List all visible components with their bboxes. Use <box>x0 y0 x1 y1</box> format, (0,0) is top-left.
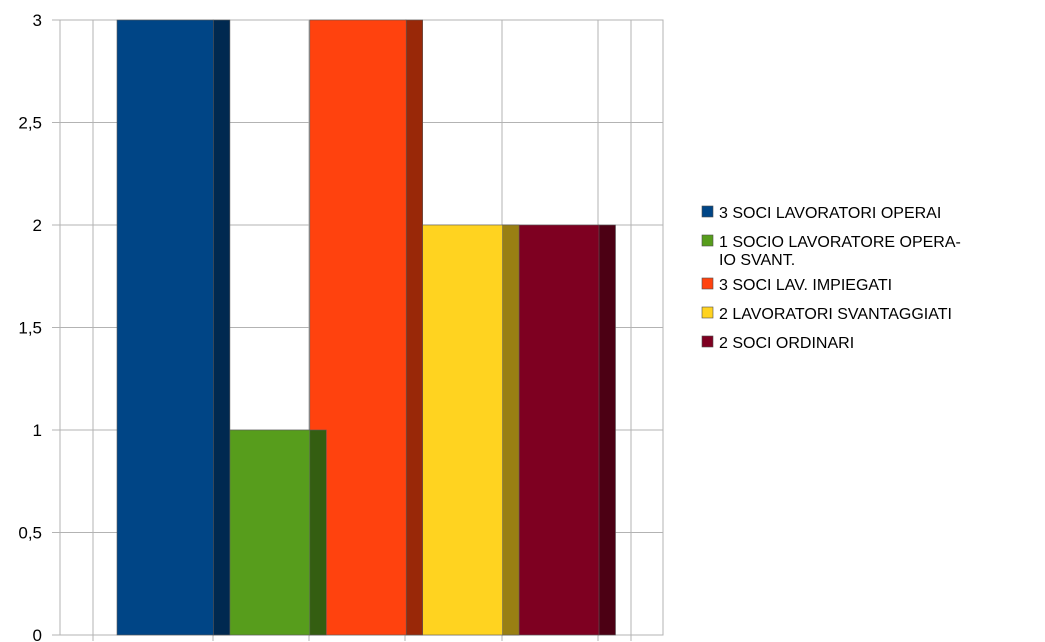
y-axis: 0 0,5 1 1,5 2 2,5 3 <box>18 11 42 642</box>
bar-side <box>308 429 327 636</box>
legend-label: IO SVANT. <box>719 252 795 269</box>
y-tick-label: 3 <box>33 11 42 30</box>
bar-side <box>405 19 424 636</box>
legend-label: 3 SOCI LAVORATORI OPERAI <box>719 205 941 222</box>
legend: 3 SOCI LAVORATORI OPERAI 1 SOCIO LAVORATO… <box>701 205 961 352</box>
legend-swatch <box>701 234 714 247</box>
y-tick-label: 2 <box>33 216 42 235</box>
y-tick-label: 0 <box>33 626 42 642</box>
legend-swatch <box>701 306 714 319</box>
y-tick-label: 1 <box>33 421 42 440</box>
legend-swatch <box>701 335 714 348</box>
legend-label: 1 SOCIO LAVORATORE OPERA- <box>719 234 961 251</box>
y-tick-label: 0,5 <box>18 524 42 543</box>
y-tick-label: 2,5 <box>18 114 42 133</box>
bar-side <box>501 224 520 636</box>
bar <box>116 19 214 636</box>
legend-swatch <box>701 205 714 218</box>
legend-label: 2 LAVORATORI SVANTAGGIATI <box>719 306 952 323</box>
bar-side <box>212 19 231 636</box>
bar-side <box>598 224 616 636</box>
legend-label: 2 SOCI ORDINARI <box>719 335 854 352</box>
legend-label: 3 SOCI LAV. IMPIEGATI <box>719 277 892 294</box>
y-tick-label: 1,5 <box>18 319 42 338</box>
bars <box>116 19 616 636</box>
legend-swatch <box>701 277 714 290</box>
